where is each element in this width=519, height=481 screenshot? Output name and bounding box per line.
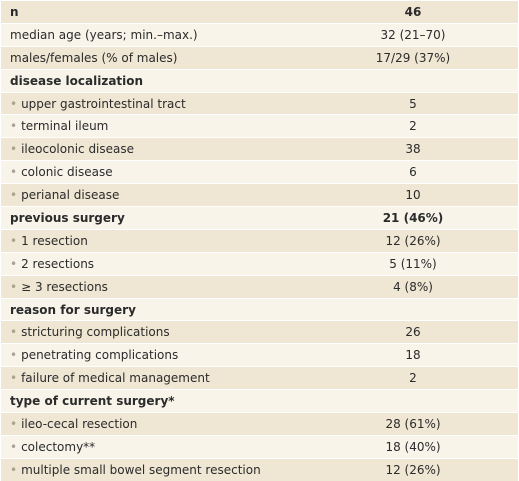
row-value xyxy=(308,297,518,321)
row-label: disease localization xyxy=(1,68,308,93)
row-value: 6 xyxy=(308,160,518,184)
table-row: reason for surgery xyxy=(1,297,518,321)
row-label: median age (years; min.–max.) xyxy=(1,22,308,47)
row-value xyxy=(308,389,518,413)
table-row: n 46 xyxy=(1,0,518,24)
row-label: ileocolonic disease xyxy=(1,137,308,161)
row-label: multiple small bowel segment resection xyxy=(1,457,308,481)
table-row: colectomy**18 (40%) xyxy=(1,434,518,459)
row-value: 21 (46%) xyxy=(308,206,518,230)
row-label: ≥ 3 resections xyxy=(1,274,308,299)
row-label: type of current surgery* xyxy=(1,389,308,413)
row-label: 2 resections xyxy=(1,251,308,276)
row-value: 18 (40%) xyxy=(308,434,518,459)
row-value: 12 (26%) xyxy=(308,457,518,481)
row-value: 12 (26%) xyxy=(308,228,518,253)
row-label: ileo-cecal resection xyxy=(1,412,308,436)
row-label: failure of medical management xyxy=(1,366,308,390)
table-row: median age (years; min.–max.) 32 (21–70) xyxy=(1,22,518,47)
row-label: n xyxy=(1,0,308,24)
row-label: terminal ileum xyxy=(1,114,308,138)
row-value: 17/29 (37%) xyxy=(308,45,518,70)
row-label: stricturing complications xyxy=(1,320,308,344)
row-value: 2 xyxy=(308,366,518,390)
table-row: males/females (% of males) 17/29 (37%) xyxy=(1,45,518,70)
row-label: colonic disease xyxy=(1,160,308,184)
row-label: 1 resection xyxy=(1,228,308,253)
row-label: penetrating complications xyxy=(1,343,308,367)
row-value: 2 xyxy=(308,114,518,138)
row-value: 5 xyxy=(308,91,518,115)
row-value: 5 (11%) xyxy=(308,251,518,276)
row-value: 4 (8%) xyxy=(308,274,518,299)
row-value: 28 (61%) xyxy=(308,412,518,436)
row-value: 10 xyxy=(308,183,518,207)
row-label: perianal disease xyxy=(1,183,308,207)
row-value: 46 xyxy=(308,0,518,24)
row-label: reason for surgery xyxy=(1,297,308,321)
table-row: previous surgery 21 (46%) xyxy=(1,206,518,230)
row-value xyxy=(308,68,518,93)
row-label: previous surgery xyxy=(1,206,308,230)
table-row: disease localization xyxy=(1,68,518,93)
row-value: 38 xyxy=(308,137,518,161)
table-row: type of current surgery* xyxy=(1,389,518,413)
row-label: colectomy** xyxy=(1,434,308,459)
row-value: 32 (21–70) xyxy=(308,22,518,47)
row-label: males/females (% of males) xyxy=(1,45,308,70)
row-value: 26 xyxy=(308,320,518,344)
row-value: 18 xyxy=(308,343,518,367)
table-row: multiple small bowel segment resection12… xyxy=(1,457,518,481)
row-label: upper gastrointestinal tract xyxy=(1,91,308,115)
